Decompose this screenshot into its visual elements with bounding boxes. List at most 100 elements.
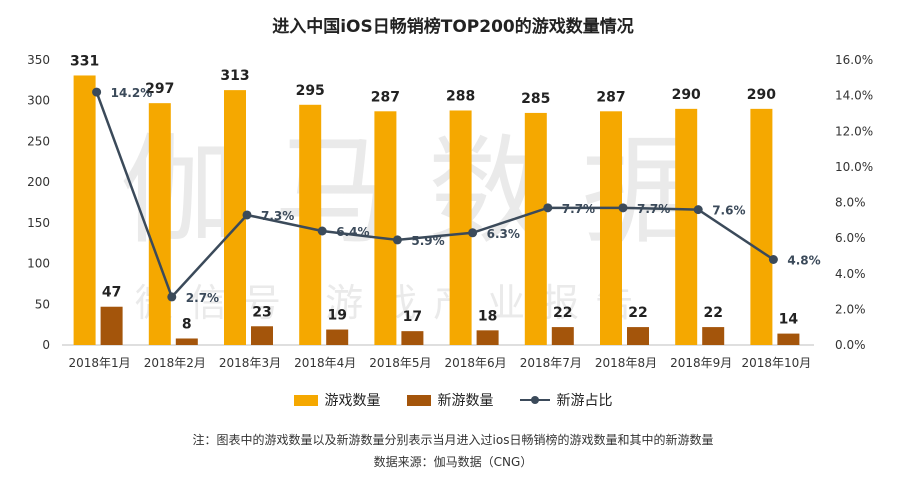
ratio-point: [468, 228, 478, 238]
y-left-tick-label: 50: [35, 297, 50, 311]
bar-games-label: 290: [672, 87, 701, 103]
x-tick-label: 2018年8月: [595, 356, 657, 370]
ratio-point: [317, 226, 327, 236]
ratio-point-label: 7.7%: [637, 202, 670, 216]
ratio-point-label: 4.8%: [787, 254, 820, 268]
bar-games: [524, 112, 547, 345]
bar-games-label: 288: [446, 88, 475, 104]
y-left-tick-label: 300: [27, 94, 50, 108]
bar-games: [675, 108, 698, 345]
x-tick-label: 2018年2月: [144, 356, 206, 370]
bar-new-games-label: 22: [553, 305, 572, 321]
bar-games: [299, 104, 322, 346]
y-right-tick-label: 4.0%: [835, 267, 866, 281]
chart-legend: 游戏数量 新游数量 新游占比: [0, 390, 906, 410]
legend-item-new-games: 新游数量: [406, 390, 494, 410]
ratio-point-label: 6.3%: [487, 227, 520, 241]
bar-games: [750, 108, 773, 345]
bar-new-games: [326, 329, 349, 345]
ratio-point-label: 7.3%: [261, 209, 294, 223]
ratio-point-label: 5.9%: [411, 234, 444, 248]
bar-new-games: [777, 333, 800, 345]
data-source: 数据来源：伽马数据（CNG）: [373, 455, 533, 469]
y-right-tick-label: 12.0%: [835, 124, 873, 138]
ratio-point-label: 6.4%: [336, 225, 369, 239]
y-left-tick-label: 200: [27, 175, 50, 189]
bar-games: [148, 103, 171, 346]
bar-new-games: [401, 331, 424, 345]
x-tick-label: 2018年6月: [445, 356, 507, 370]
bar-new-games: [702, 327, 725, 345]
legend-label-new-games: 新游数量: [437, 393, 494, 409]
legend-item-ratio: 新游占比: [519, 390, 613, 410]
ratio-point: [92, 87, 102, 97]
ratio-point: [618, 203, 628, 213]
legend-label-ratio: 新游占比: [556, 393, 613, 409]
x-tick-label: 2018年5月: [369, 356, 431, 370]
y-left-tick-label: 0: [42, 338, 50, 352]
bar-new-games-label: 22: [628, 305, 647, 321]
bar-new-games-label: 22: [703, 305, 722, 321]
bar-games-label: 290: [747, 87, 776, 103]
bar-games: [600, 111, 622, 345]
ratio-point-label: 7.7%: [562, 202, 595, 216]
bar-games-label: 287: [596, 89, 625, 105]
y-left-tick-label: 250: [27, 134, 50, 148]
footnote: 注：图表中的游戏数量以及新游数量分别表示当月进入过ios日畅销榜的游戏数量和其中…: [192, 433, 714, 447]
bar-games: [449, 110, 472, 345]
bar-games: [224, 90, 246, 345]
bar-new-games: [476, 330, 499, 345]
x-tick-label: 2018年7月: [520, 356, 582, 370]
ratio-line: [95, 91, 775, 300]
bar-new-games-label: 18: [478, 308, 497, 324]
y-right-tick-label: 0.0%: [835, 338, 866, 352]
ratio-point: [768, 255, 778, 264]
bar-games-label: 297: [145, 81, 174, 97]
y-left-tick-label: 350: [27, 53, 50, 67]
bar-new-games: [251, 326, 273, 345]
bar-games: [374, 111, 397, 345]
x-tick-label: 2018年1月: [69, 356, 131, 370]
y-right-tick-label: 14.0%: [835, 89, 873, 103]
ratio-point-label: 7.6%: [712, 204, 745, 218]
ratio-point: [543, 203, 553, 213]
bar-new-games-label: 8: [182, 316, 192, 332]
y-left-tick-label: 100: [27, 257, 50, 271]
legend-swatch-ratio: [519, 394, 550, 406]
y-left-tick-label: 150: [27, 216, 50, 230]
y-right-tick-label: 10.0%: [835, 160, 873, 174]
bar-new-games-label: 23: [252, 304, 271, 320]
bar-games-label: 295: [296, 83, 325, 99]
x-tick-label: 2018年10月: [741, 356, 811, 370]
bar-games-label: 285: [521, 91, 550, 107]
y-right-tick-label: 8.0%: [835, 196, 866, 210]
y-right-tick-label: 6.0%: [835, 231, 866, 245]
bar-games-label: 287: [371, 89, 400, 105]
bar-games: [73, 75, 96, 345]
ratio-point-label: 2.7%: [186, 291, 219, 305]
ratio-point: [693, 205, 703, 215]
y-right-tick-label: 2.0%: [835, 302, 866, 316]
bar-new-games-label: 47: [102, 285, 121, 301]
chart-title: 进入中国iOS日畅销榜TOP200的游戏数量情况: [272, 17, 634, 37]
legend-label-games: 游戏数量: [324, 393, 381, 409]
bar-new-games: [627, 327, 649, 345]
bar-new-games: [100, 306, 123, 345]
x-tick-label: 2018年9月: [670, 356, 732, 370]
legend-swatch-new-games: [406, 394, 431, 406]
bar-new-games-label: 19: [327, 308, 346, 324]
bar-games-label: 331: [70, 53, 99, 69]
ratio-point: [392, 235, 402, 245]
bar-new-games: [551, 327, 574, 345]
ratio-point: [167, 292, 177, 302]
x-tick-label: 2018年4月: [294, 356, 356, 370]
bar-new-games-label: 17: [403, 309, 422, 325]
y-right-tick-label: 16.0%: [835, 53, 873, 67]
ratio-point: [242, 210, 252, 220]
bar-new-games-label: 14: [779, 312, 799, 328]
x-tick-label: 2018年3月: [219, 356, 281, 370]
ratio-point-label: 14.2%: [111, 86, 153, 100]
legend-swatch-games: [293, 394, 318, 406]
